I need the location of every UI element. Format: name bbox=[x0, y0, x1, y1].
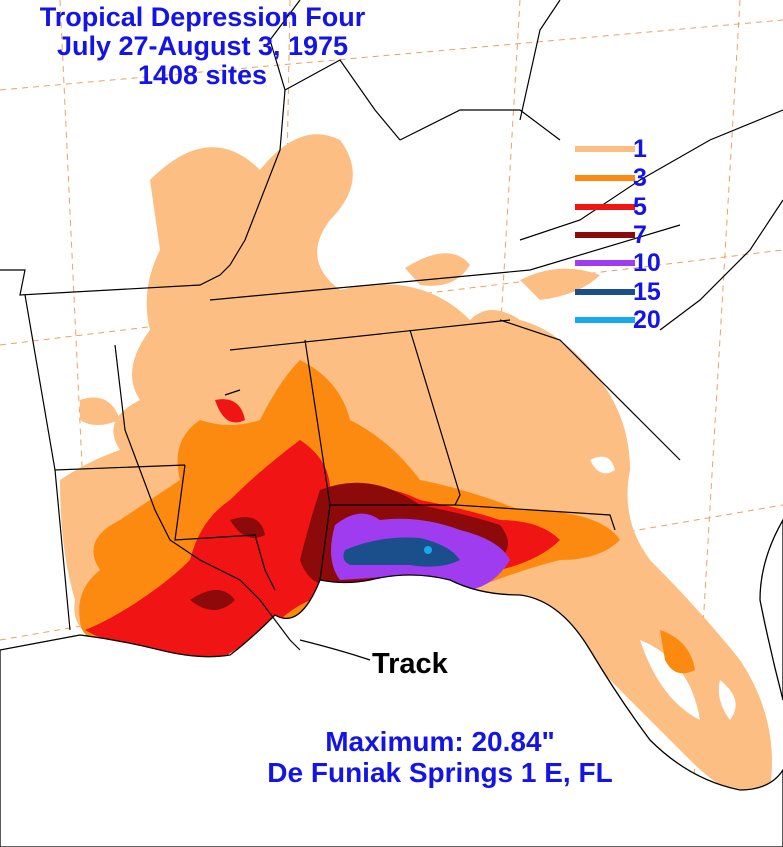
legend-label-1: 1 bbox=[633, 135, 647, 163]
title-line-1: Tropical Depression Four bbox=[39, 2, 366, 32]
water bbox=[0, 518, 783, 847]
legend-label-15: 15 bbox=[633, 278, 661, 306]
legend-label-5: 5 bbox=[633, 193, 647, 221]
legend-swatch-7 bbox=[575, 232, 635, 238]
legend-item-1: 1 bbox=[575, 136, 695, 162]
legend-label-20: 20 bbox=[633, 306, 661, 334]
legend-swatch-3 bbox=[575, 175, 635, 181]
maximum-location: De Funiak Springs 1 E, FL bbox=[267, 757, 613, 788]
state-boundaries bbox=[0, 0, 783, 651]
legend-label-3: 3 bbox=[633, 164, 647, 192]
legend-item-7: 7 bbox=[575, 222, 695, 248]
legend-swatch-20 bbox=[575, 317, 635, 323]
legend-swatch-10 bbox=[575, 260, 635, 266]
legend-item-3: 3 bbox=[575, 165, 695, 191]
legend-label-10: 10 bbox=[633, 249, 661, 277]
rainfall-15-inch-area bbox=[343, 537, 460, 567]
legend-item-10: 10 bbox=[575, 250, 695, 276]
legend-swatch-15 bbox=[575, 289, 635, 295]
legend-item-20: 20 bbox=[575, 307, 695, 333]
legend-item-15: 15 bbox=[575, 279, 695, 305]
storm-track bbox=[299, 639, 371, 661]
rainfall-gaps bbox=[590, 456, 736, 720]
title-line-2: July 27-August 3, 1975 bbox=[56, 31, 349, 61]
title-line-3: 1408 sites bbox=[137, 60, 268, 90]
legend-swatch-5 bbox=[575, 204, 635, 210]
rainfall-20-inch-area bbox=[424, 546, 432, 554]
legend-item-5: 5 bbox=[575, 194, 695, 220]
legend-label-7: 7 bbox=[633, 221, 647, 249]
legend-swatch-1 bbox=[575, 146, 635, 152]
maximum-value: Maximum: 20.84" bbox=[325, 726, 555, 757]
track-label: Track bbox=[372, 648, 448, 680]
